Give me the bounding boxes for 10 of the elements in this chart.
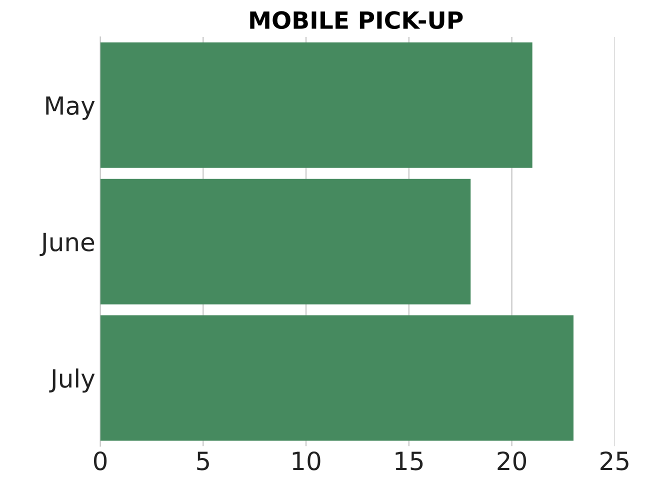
x-tick-label: 25: [600, 451, 628, 470]
x-tick-label: 15: [396, 452, 423, 470]
x-tick-label: 5: [197, 452, 209, 470]
x-tick-label: 10: [292, 451, 320, 470]
chart-title: MOBILE PICK-UP: [250, 11, 463, 30]
x-tick-label: 20: [498, 451, 526, 470]
y-tick-label: May: [46, 96, 95, 120]
y-tick-label: July: [49, 368, 95, 393]
y-tick-label: June: [40, 232, 94, 256]
x-tick-label: 0: [94, 451, 107, 470]
